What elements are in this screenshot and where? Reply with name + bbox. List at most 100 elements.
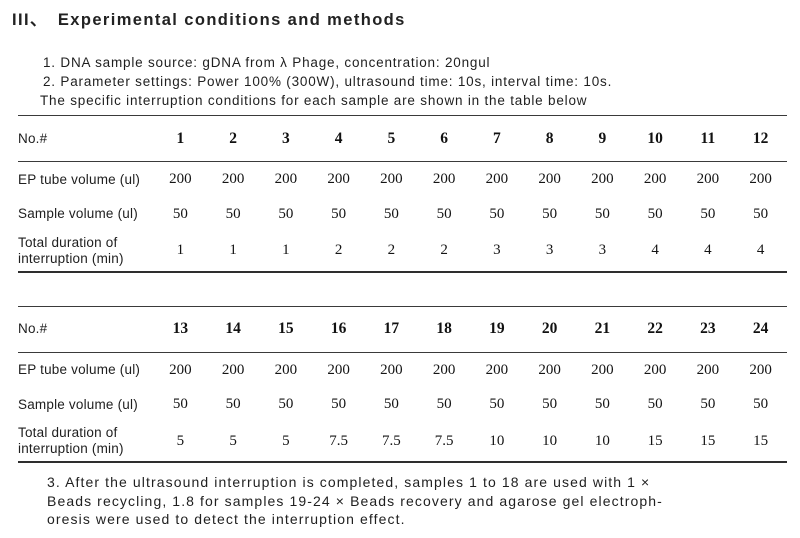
column-header: 4 <box>334 129 343 147</box>
cell-value: 50 <box>278 205 294 222</box>
cell-value: 50 <box>383 205 399 222</box>
row-label: Sample volume (ul) <box>18 396 138 412</box>
footer-paragraph: 3. After the ultrasound interruption is … <box>47 473 800 529</box>
cell-value: 200 <box>221 171 245 188</box>
cell-value: 200 <box>327 361 350 378</box>
cell-value: 200 <box>327 171 350 188</box>
cell-value: 50 <box>331 396 347 412</box>
table-row: Total duration of interruption (min) 1 1 1 2… <box>18 231 787 272</box>
cell-value: 50 <box>753 205 769 222</box>
cell-value: 50 <box>225 205 241 222</box>
cell-value: 5 <box>176 432 185 449</box>
cell-value: 200 <box>169 171 192 188</box>
cell-value: 200 <box>696 361 720 378</box>
column-header: 13 <box>172 320 189 337</box>
cell-value: 4 <box>704 242 712 258</box>
column-header: 23 <box>700 320 716 337</box>
cell-value: 5 <box>229 432 237 449</box>
column-header: 7 <box>493 129 501 147</box>
table-row: EP tube volume (ul) 200 200 200 200 200 200 200… <box>18 352 787 388</box>
cell-value: 10 <box>489 432 505 449</box>
section-title: III、 Experimental conditions and methods <box>0 0 800 30</box>
column-header: 21 <box>594 320 611 337</box>
cell-value: 50 <box>753 396 769 412</box>
cell-value: 50 <box>542 205 558 222</box>
cell-value: 50 <box>489 205 505 222</box>
cell-value: 200 <box>380 361 403 378</box>
row-label: Total duration of interruption (min) <box>18 234 124 266</box>
column-header: 10 <box>647 129 663 147</box>
cell-value: 200 <box>169 361 192 378</box>
cell-value: 200 <box>749 361 772 378</box>
cell-value: 50 <box>331 205 347 222</box>
cell-value: 200 <box>485 361 509 378</box>
column-header: 14 <box>225 320 241 337</box>
column-header: 11 <box>700 129 716 147</box>
cell-value: 200 <box>696 171 720 188</box>
cell-value: 200 <box>221 361 245 378</box>
row-label: Sample volume (ul) <box>18 206 138 221</box>
cell-value: 15 <box>647 432 663 449</box>
cell-value: 50 <box>647 205 663 222</box>
column-header: 19 <box>489 320 505 337</box>
cell-value: 4 <box>651 242 659 258</box>
cell-value: 50 <box>383 396 399 412</box>
cell-value: 50 <box>542 396 558 412</box>
cell-value: 50 <box>647 396 663 412</box>
column-header: 6 <box>440 129 448 147</box>
column-header: 20 <box>541 320 558 337</box>
cell-value: 200 <box>274 171 298 188</box>
cell-value: 7.5 <box>434 432 454 449</box>
intro-line-2: 2. Parameter settings: Power 100% (300W)… <box>43 74 613 89</box>
column-header: 24 <box>752 320 769 337</box>
cell-value: 2 <box>440 242 448 258</box>
cell-value: 50 <box>700 396 716 412</box>
cell-value: 200 <box>591 171 614 188</box>
section-number: III、 <box>12 11 48 29</box>
cell-value: 7.5 <box>382 432 401 449</box>
cell-value: 50 <box>225 396 241 412</box>
cell-value: 10 <box>542 432 558 449</box>
column-header: 18 <box>436 320 452 337</box>
cell-value: 7.5 <box>329 432 348 449</box>
cell-value: 15 <box>700 432 716 449</box>
cell-value: 50 <box>436 396 452 412</box>
cell-value: 1 <box>229 242 237 258</box>
table-header-row: No.# 1 2 3 4 5 6 7 8 9 10 11 12 <box>18 116 787 162</box>
column-header: 16 <box>330 320 347 337</box>
header-row-label: No.# <box>18 130 48 146</box>
cell-value: 2 <box>334 242 343 258</box>
header-row-label: No.# <box>18 321 48 336</box>
cell-value: 50 <box>436 205 452 222</box>
column-header: 15 <box>278 320 294 337</box>
cell-value: 200 <box>749 171 772 188</box>
intro-line-3: The specific interruption conditions for… <box>40 93 588 108</box>
column-header: 12 <box>752 129 769 147</box>
cell-value: 50 <box>700 205 716 222</box>
cell-value: 50 <box>278 396 294 412</box>
table-row: Sample volume (ul) 50 50 50 50 50 50 50 50 50 50 50… <box>18 198 787 231</box>
table-header-row: No.# 13 14 15 16 17 18 19 20 21 22 23 24 <box>18 306 787 352</box>
footer-line-2: Beads recycling, 1.8 for samples 19-24 ×… <box>47 492 663 509</box>
table-row: Total duration of interruption (min) 5 5 5 7… <box>18 421 787 462</box>
cell-value: 200 <box>274 361 298 378</box>
footer-line-1: 3. After the ultrasound interruption is … <box>47 474 651 490</box>
intro-paragraph: 1. DNA sample source: gDNA from λ Phage,… <box>40 53 800 110</box>
cell-value: 3 <box>598 242 607 258</box>
column-header: 1 <box>176 129 185 147</box>
cell-value: 200 <box>538 361 561 378</box>
cell-value: 200 <box>643 361 667 378</box>
table-row: EP tube volume (ul) 200 200 200 200 200 200 200… <box>18 162 787 198</box>
cell-value: 50 <box>489 396 505 412</box>
cell-value: 5 <box>282 432 290 449</box>
cell-value: 200 <box>538 171 561 188</box>
cell-value: 50 <box>594 205 610 222</box>
table-row: Sample volume (ul) 50 50 50 50 50 50 50 50 50 50 50… <box>18 388 787 421</box>
column-header: 8 <box>545 129 554 147</box>
cell-value: 15 <box>753 432 769 449</box>
cell-value: 1 <box>282 242 290 258</box>
column-header: 22 <box>647 320 663 337</box>
column-header: 9 <box>598 129 607 147</box>
cell-value: 50 <box>172 396 188 412</box>
